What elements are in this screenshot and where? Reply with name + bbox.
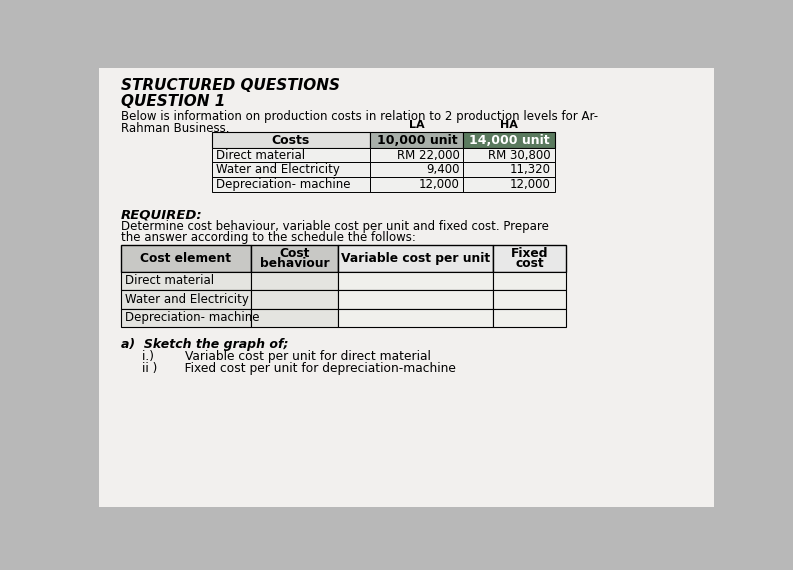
Bar bbox=[370, 132, 463, 148]
Bar bbox=[338, 308, 492, 327]
Text: QUESTION 1: QUESTION 1 bbox=[121, 94, 225, 109]
Text: 11,320: 11,320 bbox=[510, 163, 551, 176]
Text: LA: LA bbox=[409, 120, 425, 131]
Text: Water and Electricity: Water and Electricity bbox=[125, 293, 249, 306]
Bar bbox=[251, 290, 338, 308]
Text: Fixed: Fixed bbox=[511, 247, 549, 260]
Bar bbox=[121, 308, 251, 327]
Text: Direct material: Direct material bbox=[216, 149, 305, 161]
Bar bbox=[370, 162, 463, 177]
Text: Costs: Costs bbox=[272, 133, 310, 146]
Text: 9,400: 9,400 bbox=[426, 163, 459, 176]
Text: cost: cost bbox=[515, 258, 544, 271]
Text: the answer according to the schedule the follows:: the answer according to the schedule the… bbox=[121, 230, 416, 243]
Bar bbox=[370, 148, 463, 162]
Text: HA: HA bbox=[500, 120, 518, 131]
Text: ii )       Fixed cost per unit for depreciation-machine: ii ) Fixed cost per unit for depreciatio… bbox=[142, 362, 456, 375]
Text: 12,000: 12,000 bbox=[419, 178, 459, 191]
Text: Rahman Business.: Rahman Business. bbox=[121, 122, 229, 135]
Text: Cost: Cost bbox=[279, 247, 309, 260]
Bar bbox=[212, 148, 370, 162]
Text: STRUCTURED QUESTIONS: STRUCTURED QUESTIONS bbox=[121, 78, 340, 93]
Text: i.)        Variable cost per unit for direct material: i.) Variable cost per unit for direct ma… bbox=[142, 350, 431, 363]
Text: Variable cost per unit: Variable cost per unit bbox=[341, 252, 490, 265]
Bar bbox=[121, 246, 251, 272]
Bar bbox=[463, 132, 555, 148]
Text: Direct material: Direct material bbox=[125, 274, 215, 287]
Text: Below is information on production costs in relation to 2 production levels for : Below is information on production costs… bbox=[121, 111, 598, 124]
Text: Cost element: Cost element bbox=[140, 252, 232, 265]
Bar bbox=[251, 308, 338, 327]
Bar bbox=[492, 308, 566, 327]
Text: RM 22,000: RM 22,000 bbox=[396, 149, 459, 161]
Bar bbox=[212, 132, 370, 148]
Text: Depreciation- machine: Depreciation- machine bbox=[125, 311, 260, 324]
Text: Water and Electricity: Water and Electricity bbox=[216, 163, 340, 176]
Bar bbox=[370, 177, 463, 192]
Bar bbox=[121, 290, 251, 308]
Bar bbox=[492, 246, 566, 272]
Bar bbox=[463, 162, 555, 177]
Text: 14,000 unit: 14,000 unit bbox=[469, 133, 550, 146]
Text: Depreciation- machine: Depreciation- machine bbox=[216, 178, 351, 191]
Bar bbox=[463, 148, 555, 162]
Bar bbox=[121, 272, 251, 290]
Bar bbox=[338, 290, 492, 308]
Bar bbox=[492, 290, 566, 308]
Bar bbox=[251, 246, 338, 272]
Bar bbox=[338, 272, 492, 290]
Bar bbox=[251, 272, 338, 290]
Text: Determine cost behaviour, variable cost per unit and fixed cost. Prepare: Determine cost behaviour, variable cost … bbox=[121, 220, 549, 233]
Text: RM 30,800: RM 30,800 bbox=[488, 149, 551, 161]
Bar bbox=[212, 177, 370, 192]
Text: REQUIRED:: REQUIRED: bbox=[121, 208, 202, 221]
Bar bbox=[338, 246, 492, 272]
Text: 12,000: 12,000 bbox=[510, 178, 551, 191]
Text: a)  Sketch the graph of;: a) Sketch the graph of; bbox=[121, 337, 289, 351]
Text: 10,000 unit: 10,000 unit bbox=[377, 133, 458, 146]
Bar bbox=[212, 162, 370, 177]
Text: behaviour: behaviour bbox=[259, 258, 329, 271]
Bar bbox=[463, 177, 555, 192]
Bar bbox=[492, 272, 566, 290]
